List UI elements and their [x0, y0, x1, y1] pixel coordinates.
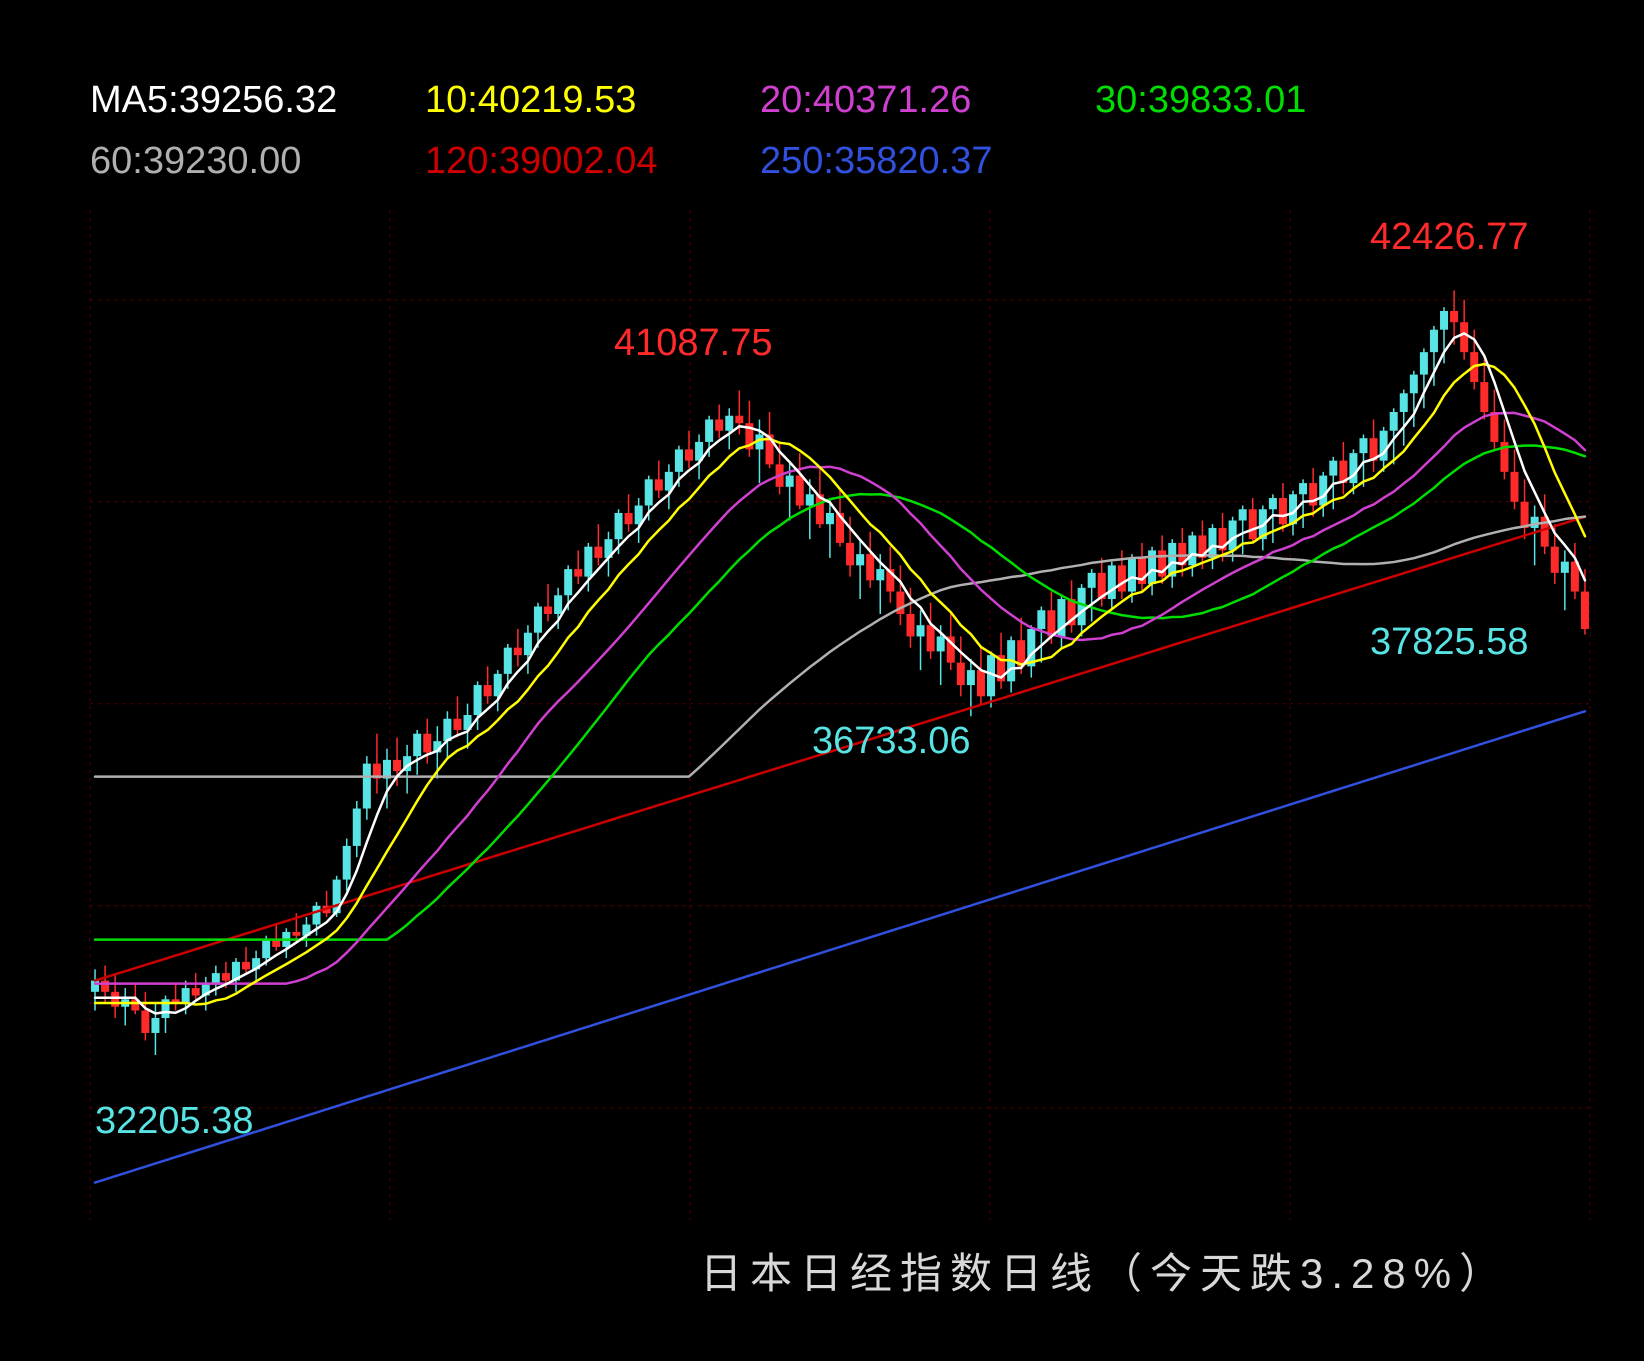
chart-caption: 日本日经指数日线（今天跌3.28%） — [700, 1240, 1509, 1301]
ma250-label: 250:35820.37 — [760, 131, 1095, 192]
ma-legend: MA5:39256.32 10:40219.53 20:40371.26 30:… — [90, 70, 1430, 192]
ma60-label: 60:39230.00 — [90, 131, 425, 192]
ma30-label: 30:39833.01 — [1095, 70, 1430, 131]
candlestick-chart-svg — [0, 0, 1644, 1361]
price-label: 41087.75 — [614, 322, 773, 365]
stock-chart-container[interactable]: MA5:39256.32 10:40219.53 20:40371.26 30:… — [0, 0, 1644, 1361]
ma20-label: 20:40371.26 — [760, 70, 1095, 131]
ma120-label: 120:39002.04 — [425, 131, 760, 192]
ma10-label: 10:40219.53 — [425, 70, 760, 131]
price-label: 42426.77 — [1370, 216, 1529, 259]
price-label: 37825.58 — [1370, 621, 1529, 664]
ma5-label: MA5:39256.32 — [90, 70, 425, 131]
price-label: 36733.06 — [812, 720, 971, 763]
price-label: 32205.38 — [95, 1100, 254, 1143]
